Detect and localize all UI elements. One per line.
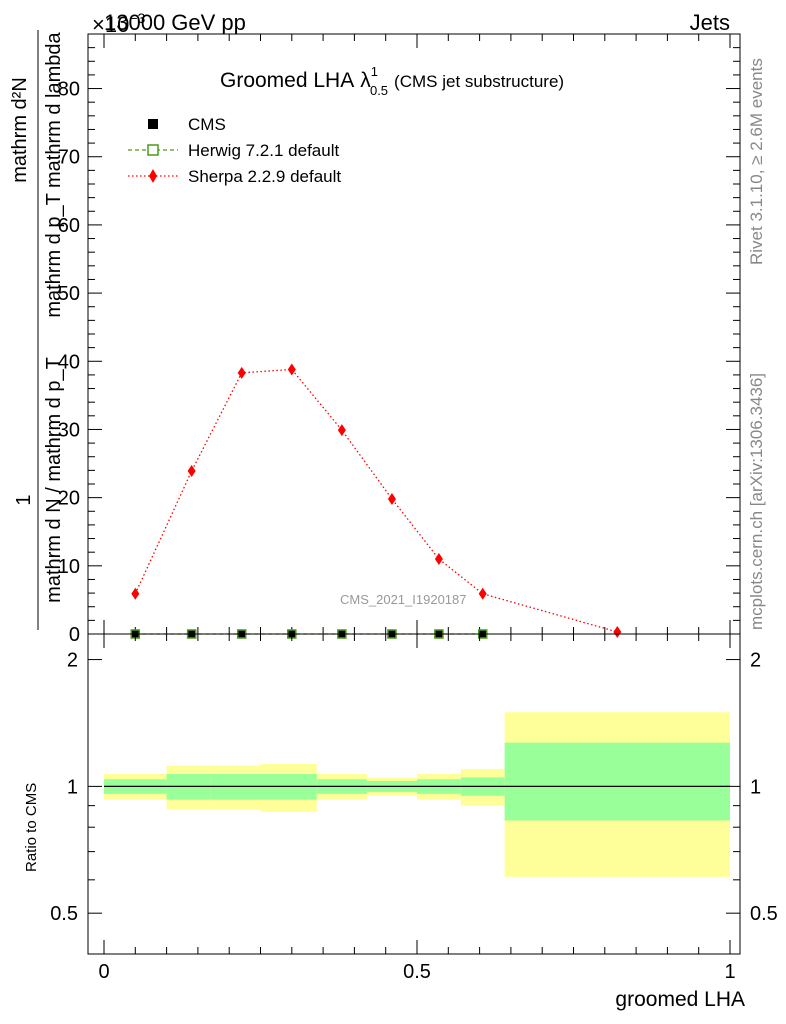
ratio-band-inner bbox=[504, 742, 730, 821]
ylabel-numer-left: mathrm d N / mathrm d p_T bbox=[43, 357, 65, 603]
category-label: Jets bbox=[690, 10, 730, 35]
legend-cms-label: CMS bbox=[188, 115, 226, 134]
sherpa-point bbox=[187, 465, 196, 478]
y-tick-label: 0 bbox=[69, 624, 80, 646]
x-tick-label: 0 bbox=[98, 961, 109, 983]
energy-label: 13000 GeV pp bbox=[104, 10, 246, 35]
ratio-y-axis: 0.5 0.5 1 1 2 2 bbox=[50, 650, 778, 955]
legend: CMS Herwig 7.2.1 default Sherpa 2.2.9 de… bbox=[128, 115, 341, 186]
ratio-tick-label: 1 bbox=[67, 776, 78, 798]
ratio-frame bbox=[87, 633, 741, 955]
ylabel-numerator: mathrm d²N bbox=[9, 77, 31, 183]
legend-sherpa-label: Sherpa 2.2.9 default bbox=[188, 167, 341, 186]
sherpa-point bbox=[434, 553, 443, 565]
main-frame bbox=[87, 33, 741, 635]
sherpa-point bbox=[387, 493, 396, 505]
y-tick-label: 20 bbox=[58, 488, 80, 510]
sherpa-line bbox=[134, 368, 618, 633]
legend-herwig-label: Herwig 7.2.1 default bbox=[188, 141, 339, 160]
legend-herwig-marker bbox=[147, 144, 159, 156]
sherpa-point bbox=[287, 363, 296, 376]
x-axis: 0 0.5 1 bbox=[98, 634, 736, 983]
y-tick-label: 70 bbox=[58, 147, 80, 169]
y-tick-label: 30 bbox=[58, 419, 80, 441]
main-panel: 0 10 20 30 40 50 60 70 80 bbox=[58, 33, 741, 646]
y-tick-label: 40 bbox=[58, 351, 80, 373]
ratio-bands bbox=[104, 712, 730, 877]
y-tick-label: 60 bbox=[58, 215, 80, 237]
ratio-tick-label: 0.5 bbox=[50, 903, 78, 925]
sherpa-point bbox=[131, 587, 140, 600]
y-tick-label: 10 bbox=[58, 556, 80, 578]
source-label: mcplots.cern.ch [arXiv:1306.3436] bbox=[747, 373, 766, 630]
y-tick-label: 50 bbox=[58, 283, 80, 305]
ylabel-prefix: 1 bbox=[13, 494, 35, 505]
watermark: CMS_2021_I1920187 bbox=[340, 592, 467, 607]
x-axis-label: groomed LHA bbox=[615, 988, 745, 1011]
sherpa-point bbox=[237, 366, 246, 379]
main-y-axis: 0 10 20 30 40 50 60 70 80 bbox=[58, 33, 740, 646]
ratio-tick-label-right: 0.5 bbox=[750, 903, 778, 925]
y-tick-label: 80 bbox=[58, 79, 80, 101]
ratio-panel: 0.5 0.51 12 2 0 0.5 1 bbox=[50, 633, 778, 983]
exponent-label: ×10−3 bbox=[92, 10, 146, 37]
ratio-tick-label-right: 2 bbox=[750, 650, 761, 672]
legend-cms-marker bbox=[148, 119, 158, 129]
x-tick-label: 1 bbox=[724, 961, 735, 983]
chart-title: Groomed LHA λ1 0.5 (CMS jet substructure) bbox=[220, 64, 564, 98]
ylabel-denominator: mathrm d p_T mathrm d lambda bbox=[43, 31, 65, 317]
ratio-y-label: Ratio to CMS bbox=[23, 783, 40, 872]
sherpa-point bbox=[613, 625, 622, 638]
x-tick-label: 0.5 bbox=[403, 961, 431, 983]
ratio-tick-label: 2 bbox=[67, 650, 78, 672]
main-y-label: 1 mathrm d²N mathrm d N / mathrm d p_T m… bbox=[9, 30, 65, 630]
rivet-label: Rivet 3.1.10, ≥ 2.6M events bbox=[747, 58, 766, 265]
legend-sherpa-marker bbox=[149, 169, 157, 183]
sherpa-point bbox=[337, 424, 346, 437]
ratio-tick-label-right: 1 bbox=[750, 776, 761, 798]
sherpa-point bbox=[478, 587, 487, 600]
